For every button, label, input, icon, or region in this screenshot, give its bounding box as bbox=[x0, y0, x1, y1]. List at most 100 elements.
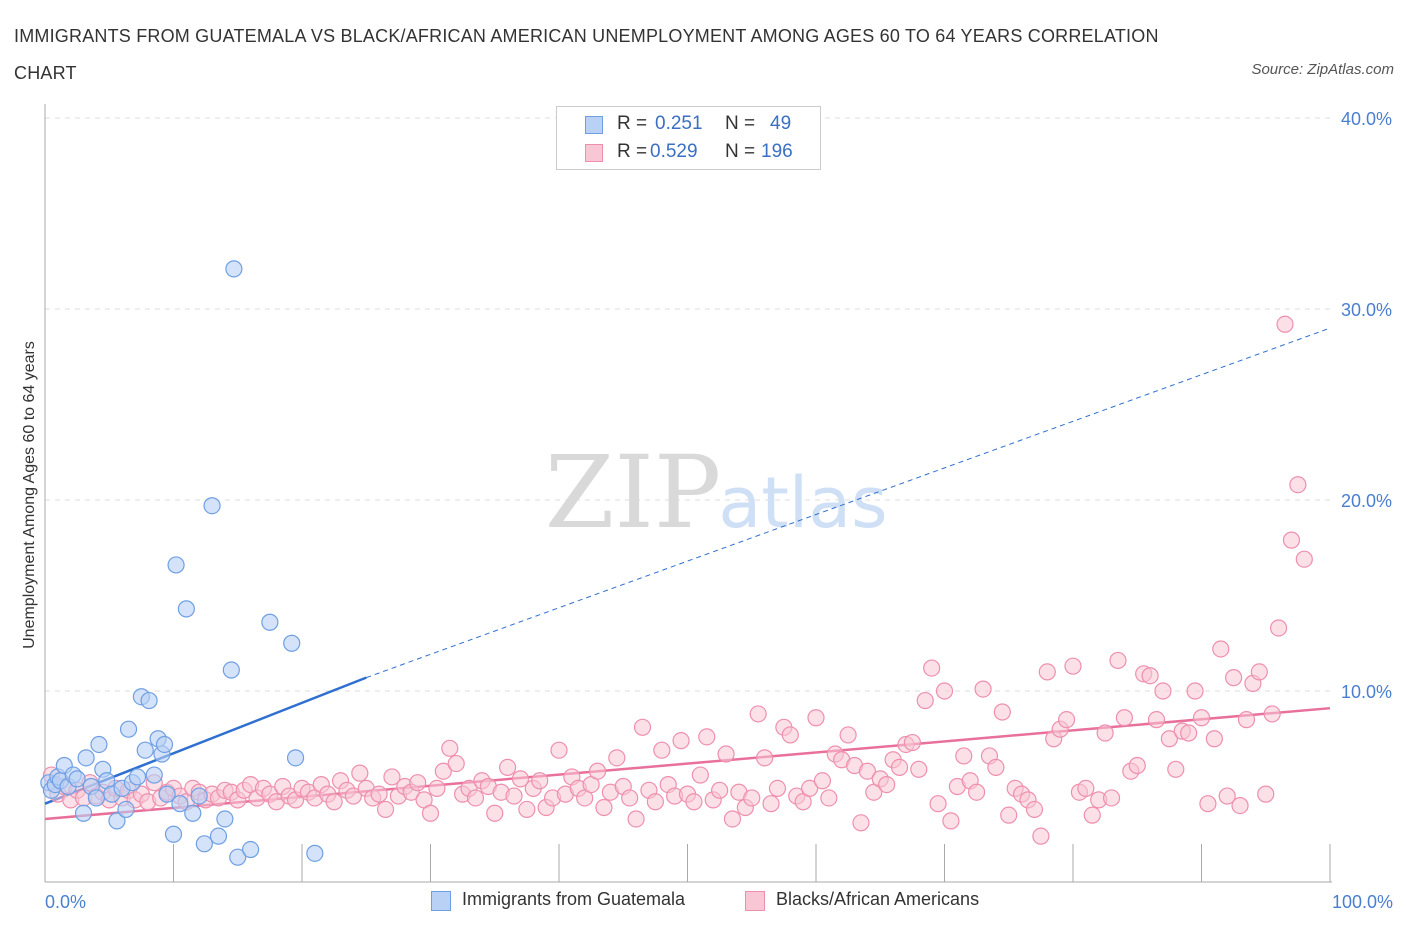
point-guatemala bbox=[128, 768, 147, 786]
source-credit: Source: ZipAtlas.com bbox=[1251, 61, 1394, 78]
point-guatemala bbox=[222, 661, 240, 679]
point-guatemala bbox=[155, 735, 174, 754]
point-black bbox=[942, 812, 960, 830]
swatch-blue bbox=[585, 116, 603, 134]
point-black bbox=[968, 783, 986, 801]
point-guatemala bbox=[119, 720, 138, 738]
point-guatemala bbox=[306, 844, 324, 862]
legend-label: Blacks/African Americans bbox=[776, 889, 980, 909]
point-black bbox=[531, 772, 549, 790]
point-black bbox=[1180, 724, 1198, 742]
point-black bbox=[1257, 785, 1275, 803]
x-tick-label: 100.0% bbox=[1332, 892, 1393, 912]
point-black bbox=[1109, 651, 1127, 670]
tick-labels: 10.0% 20.0% 30.0% 40.0% 0.0% 100.0% bbox=[45, 109, 1393, 912]
point-black bbox=[685, 793, 703, 811]
axes bbox=[44, 104, 1332, 883]
point-black bbox=[1263, 705, 1281, 723]
point-guatemala bbox=[242, 840, 260, 859]
point-black bbox=[1064, 657, 1082, 675]
point-black bbox=[929, 795, 947, 813]
point-black bbox=[518, 800, 536, 819]
watermark-zip: ZIP bbox=[545, 434, 721, 551]
point-black bbox=[916, 691, 934, 710]
r-label: R = bbox=[617, 113, 648, 134]
point-black bbox=[1218, 787, 1236, 805]
point-black bbox=[974, 680, 992, 698]
point-black bbox=[878, 775, 896, 794]
n-value: 49 bbox=[770, 113, 792, 134]
point-black bbox=[1038, 663, 1056, 681]
point-black bbox=[1000, 806, 1018, 824]
point-black bbox=[813, 772, 832, 790]
point-guatemala bbox=[87, 789, 106, 807]
point-black bbox=[1237, 711, 1256, 729]
point-black bbox=[1032, 827, 1050, 845]
point-black bbox=[1057, 711, 1076, 729]
point-black bbox=[646, 793, 664, 811]
point-black bbox=[434, 762, 452, 780]
point-guatemala bbox=[145, 766, 163, 784]
point-black bbox=[505, 787, 523, 805]
point-guatemala bbox=[77, 749, 95, 767]
point-black bbox=[993, 703, 1011, 721]
r-value: 0.251 bbox=[655, 113, 703, 134]
point-guatemala bbox=[158, 785, 176, 803]
legend-swatch-pink bbox=[745, 891, 765, 911]
point-black bbox=[717, 745, 735, 763]
point-black bbox=[768, 779, 787, 798]
point-black bbox=[421, 804, 440, 822]
point-black bbox=[1077, 779, 1095, 798]
point-black bbox=[1186, 682, 1204, 700]
point-guatemala bbox=[190, 787, 208, 805]
point-black bbox=[1128, 756, 1146, 775]
point-guatemala bbox=[164, 825, 183, 843]
point-guatemala bbox=[74, 804, 93, 822]
n-label: N = bbox=[725, 113, 756, 134]
point-guatemala bbox=[108, 812, 126, 830]
point-black bbox=[499, 758, 517, 777]
point-black bbox=[428, 779, 446, 798]
point-black bbox=[1154, 682, 1172, 700]
point-black bbox=[672, 732, 690, 750]
point-black bbox=[852, 814, 870, 832]
point-black bbox=[441, 739, 459, 757]
y-tick-label: 40.0% bbox=[1341, 109, 1392, 129]
point-black bbox=[370, 785, 388, 803]
point-guatemala bbox=[283, 634, 301, 652]
point-black bbox=[723, 810, 742, 828]
legend-label: Immigrants from Guatemala bbox=[462, 889, 686, 909]
watermark-atlas: atlas bbox=[718, 462, 887, 544]
point-guatemala bbox=[68, 770, 86, 788]
point-black bbox=[781, 726, 799, 744]
point-black bbox=[627, 810, 645, 828]
point-black bbox=[1212, 640, 1230, 658]
point-black bbox=[1225, 669, 1243, 687]
point-guatemala bbox=[195, 835, 213, 853]
gridlines bbox=[45, 117, 1330, 692]
point-black bbox=[910, 760, 928, 778]
point-black bbox=[621, 789, 639, 807]
point-black bbox=[1025, 800, 1044, 819]
chart-title: IMMIGRANTS FROM GUATEMALA VS BLACK/AFRIC… bbox=[14, 26, 1159, 83]
point-guatemala bbox=[140, 691, 158, 710]
point-black bbox=[344, 787, 362, 805]
y-tick-label: 30.0% bbox=[1341, 300, 1392, 320]
n-value: 196 bbox=[761, 141, 793, 162]
point-black bbox=[955, 747, 973, 765]
point-black bbox=[1250, 663, 1268, 681]
point-black bbox=[1141, 667, 1159, 685]
point-guatemala bbox=[229, 848, 247, 866]
point-black bbox=[711, 781, 729, 799]
point-black bbox=[762, 795, 780, 813]
point-black bbox=[1083, 806, 1101, 824]
point-black bbox=[608, 749, 626, 767]
point-guatemala bbox=[90, 735, 108, 754]
point-black bbox=[1276, 315, 1294, 333]
point-black bbox=[466, 789, 485, 807]
point-guatemala bbox=[286, 749, 305, 767]
x-tick-label: 0.0% bbox=[45, 892, 86, 912]
r-label: R = bbox=[617, 141, 648, 162]
point-black bbox=[447, 754, 465, 773]
point-guatemala bbox=[171, 795, 189, 813]
